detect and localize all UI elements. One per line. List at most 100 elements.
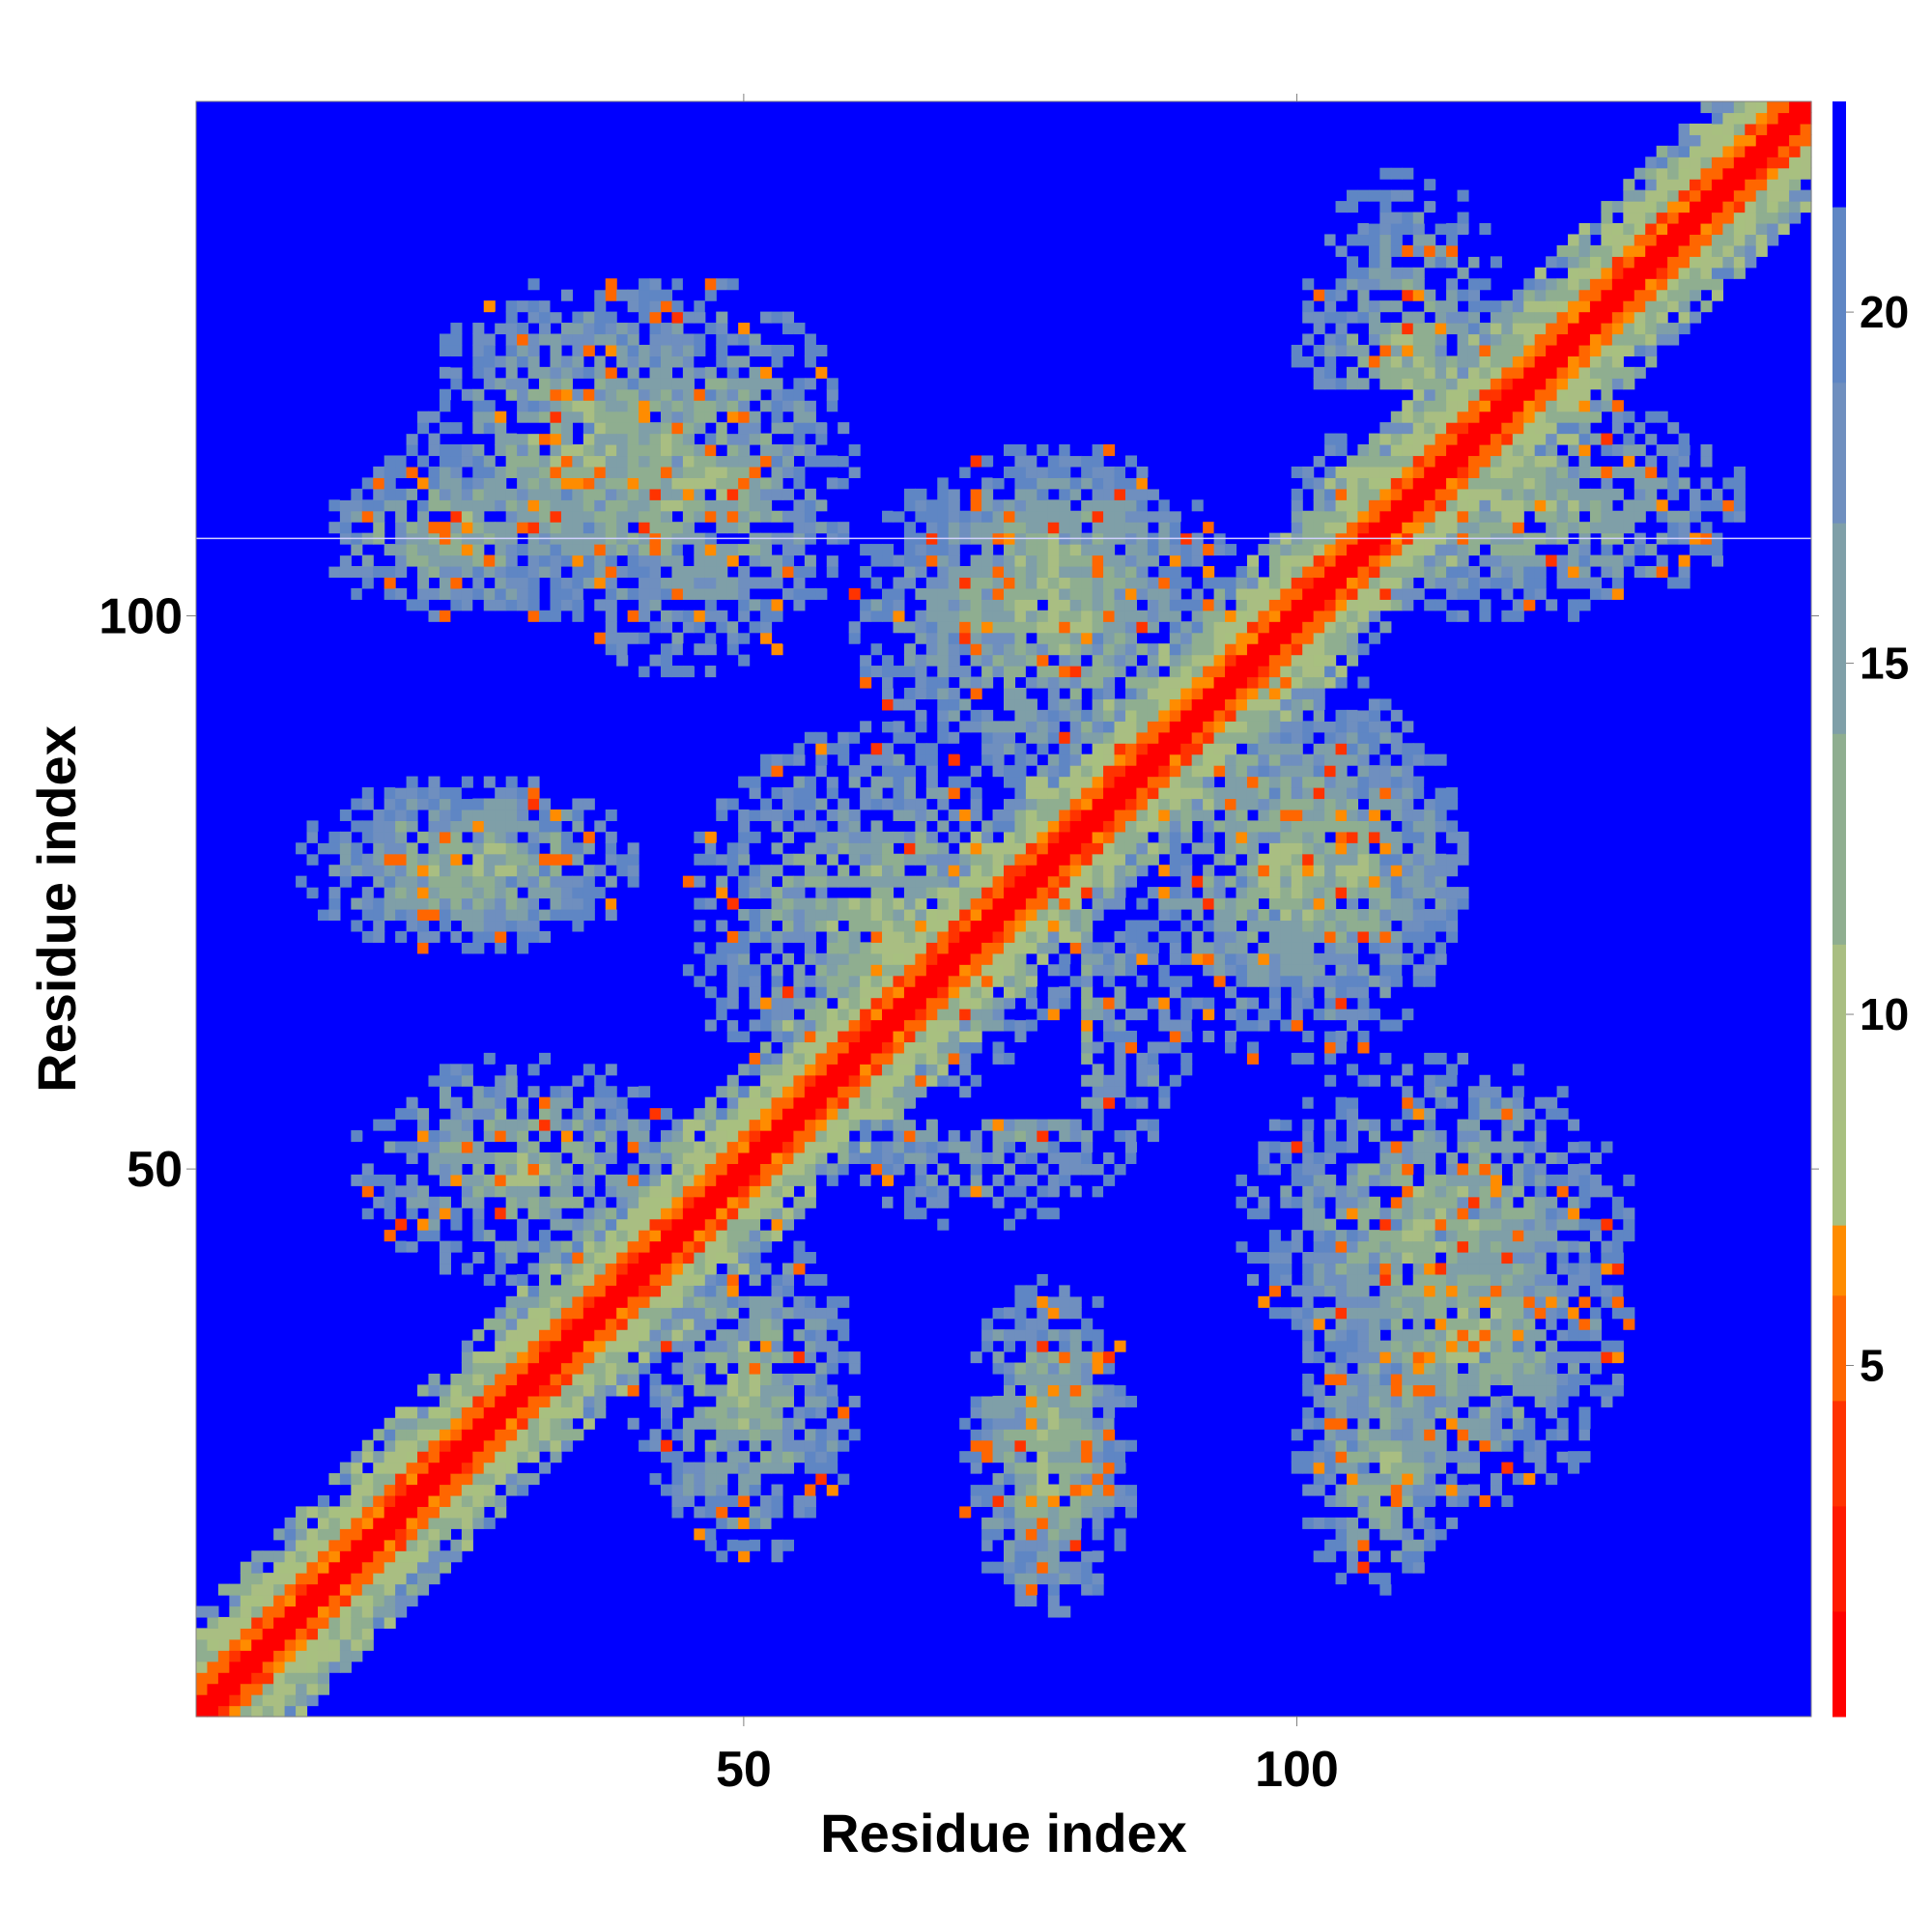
heatmap-cell xyxy=(882,842,895,855)
heatmap-cell xyxy=(716,798,728,810)
heatmap-cell xyxy=(649,344,662,356)
heatmap-cell xyxy=(682,510,695,523)
heatmap-cell xyxy=(616,1108,629,1121)
heatmap-cell xyxy=(771,1550,783,1563)
heatmap-cell xyxy=(439,887,451,899)
heatmap-cell xyxy=(450,488,463,500)
heatmap-cell xyxy=(1025,1550,1037,1563)
heatmap-cell xyxy=(1069,1506,1082,1519)
heatmap-cell xyxy=(771,388,783,401)
heatmap-cell xyxy=(716,1439,728,1452)
heatmap-cell xyxy=(760,1395,773,1407)
heatmap-cell xyxy=(838,798,850,810)
heatmap-cell xyxy=(1004,942,1016,954)
heatmap-cell xyxy=(1014,831,1027,843)
heatmap-cell xyxy=(970,1417,982,1430)
heatmap-cell xyxy=(981,554,994,567)
heatmap-cell xyxy=(925,842,938,855)
heatmap-cell xyxy=(240,1595,252,1607)
heatmap-cell xyxy=(428,853,440,866)
heatmap-cell xyxy=(937,599,950,611)
heatmap-cell xyxy=(560,1185,573,1198)
heatmap-cell xyxy=(639,422,651,435)
heatmap-cell xyxy=(1103,587,1116,600)
heatmap-cell xyxy=(948,599,960,611)
heatmap-cell xyxy=(749,1273,761,1286)
heatmap-cell xyxy=(1180,997,1193,1009)
heatmap-cell xyxy=(948,522,960,534)
heatmap-cell xyxy=(992,820,1005,833)
heatmap-cell xyxy=(826,477,838,490)
heatmap-cell xyxy=(970,842,982,855)
heatmap-cell xyxy=(1169,510,1181,523)
heatmap-cell xyxy=(959,1506,972,1519)
heatmap-cell xyxy=(1069,865,1082,877)
heatmap-cell xyxy=(428,1130,440,1143)
heatmap-cell xyxy=(572,1141,584,1153)
heatmap-cell xyxy=(771,488,783,500)
heatmap-cell xyxy=(395,897,408,910)
heatmap-cell xyxy=(461,1130,473,1143)
heatmap-cell xyxy=(716,544,728,556)
heatmap-cell xyxy=(1047,1285,1060,1297)
heatmap-cell xyxy=(704,666,717,678)
heatmap-cell xyxy=(726,1163,739,1176)
heatmap-cell xyxy=(495,1429,507,1441)
heatmap-cell xyxy=(1124,952,1138,965)
heatmap-cell xyxy=(1103,687,1116,700)
heatmap-cell xyxy=(539,1439,552,1452)
heatmap-cell xyxy=(560,1373,573,1386)
heatmap-cell xyxy=(1025,587,1037,600)
heatmap-cell xyxy=(1069,1473,1082,1486)
heatmap-cell xyxy=(1004,1384,1016,1397)
heatmap-cell xyxy=(781,1074,795,1087)
heatmap-cell xyxy=(970,986,982,999)
heatmap-cell xyxy=(660,510,673,523)
heatmap-cell xyxy=(749,378,761,390)
heatmap-cell xyxy=(1014,587,1027,600)
heatmap-cell xyxy=(793,1119,806,1131)
heatmap-cell xyxy=(893,1052,905,1065)
heatmap-cell xyxy=(517,853,529,866)
heatmap-cell xyxy=(339,1638,352,1651)
heatmap-cell xyxy=(1103,1009,1116,1021)
heatmap-cell xyxy=(660,499,673,512)
heatmap-cell xyxy=(1037,1307,1049,1320)
heatmap-cell xyxy=(649,378,662,390)
heatmap-cell xyxy=(483,1108,496,1121)
heatmap-cell xyxy=(771,1074,783,1087)
heatmap-cell xyxy=(838,897,850,910)
heatmap-cell xyxy=(505,1240,518,1253)
heatmap-cell xyxy=(240,1605,252,1618)
heatmap-cell xyxy=(848,831,861,843)
heatmap-cell xyxy=(351,842,363,855)
heatmap-cell xyxy=(439,798,451,810)
heatmap-cell xyxy=(1004,632,1016,644)
heatmap-cell xyxy=(1158,499,1171,512)
heatmap-cell xyxy=(826,1451,838,1463)
heatmap-cell xyxy=(1047,731,1060,744)
heatmap-cell xyxy=(306,1672,319,1685)
heatmap-cell xyxy=(826,1174,838,1186)
heatmap-cell xyxy=(1025,865,1037,877)
heatmap-cell xyxy=(704,577,717,589)
heatmap-cell xyxy=(992,1561,1005,1574)
heatmap-cell xyxy=(560,831,573,843)
heatmap-cell xyxy=(395,1141,408,1153)
heatmap-cell xyxy=(981,1517,994,1529)
heatmap-cell xyxy=(1037,510,1049,523)
heatmap-cell xyxy=(472,1096,485,1109)
heatmap-cell xyxy=(406,909,418,922)
heatmap-cell xyxy=(1014,1550,1027,1563)
heatmap-cell xyxy=(461,1074,473,1087)
heatmap-cell xyxy=(726,1263,739,1275)
heatmap-cell xyxy=(296,1705,308,1718)
heatmap-cell xyxy=(903,544,916,556)
heatmap-cell xyxy=(605,311,617,324)
heatmap-cell xyxy=(860,952,872,965)
heatmap-cell xyxy=(1147,975,1159,987)
heatmap-cell xyxy=(1092,1163,1104,1176)
heatmap-cell xyxy=(339,1650,352,1662)
heatmap-cell xyxy=(450,1484,463,1496)
heatmap-cell xyxy=(804,1351,816,1364)
